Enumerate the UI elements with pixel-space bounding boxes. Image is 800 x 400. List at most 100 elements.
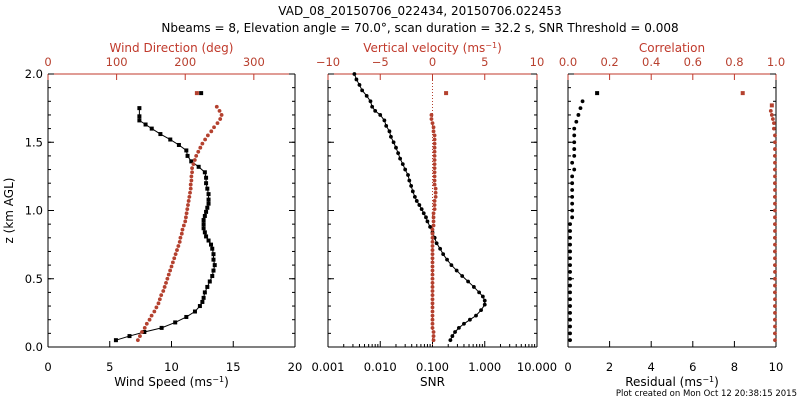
correlation-point [768, 108, 773, 113]
snr-point [454, 268, 459, 273]
snr-point [424, 215, 428, 220]
top-tick-label: −5 [372, 55, 389, 69]
snr-point [398, 156, 403, 161]
vertical-velocity-point [430, 285, 435, 289]
wind-speed-point [159, 325, 164, 330]
wind-direction-point [156, 301, 161, 306]
snr-point [357, 83, 362, 87]
vertical-velocity-point [430, 227, 435, 232]
wind-direction-point [164, 280, 168, 285]
residual-point [568, 270, 572, 274]
wind-direction-point [166, 272, 171, 277]
top-axis-title: Correlation [639, 41, 705, 55]
wind-speed-point [143, 122, 148, 127]
vertical-velocity-point [433, 194, 438, 199]
vertical-velocity-point [430, 239, 435, 244]
top-axis-title: Wind Direction (deg) [110, 41, 234, 55]
correlation-point [740, 91, 745, 96]
wind-speed-point [137, 106, 142, 111]
snr-point [412, 194, 417, 199]
bottom-tick-label: 8 [731, 360, 738, 374]
correlation-point [773, 317, 777, 322]
top-axis-title-sup: −1 [485, 41, 497, 50]
residual-point [570, 194, 575, 199]
y-tick-label: 0.5 [25, 272, 43, 286]
bottom-tick-label: 4 [648, 360, 655, 374]
wind-direction-point [140, 330, 144, 334]
bottom-axis-title-text: SNR [420, 375, 445, 389]
correlation-point [773, 297, 777, 302]
residual-point [568, 338, 572, 343]
residual-point [568, 317, 572, 322]
wind-direction-point [219, 113, 224, 117]
correlation-point [773, 147, 777, 151]
top-tick-label: 0.2 [600, 55, 618, 69]
residual-point [568, 235, 572, 240]
title-line-2: Nbeams = 8, Elevation angle = 70.0°, sca… [161, 21, 678, 35]
wind-speed-point [196, 164, 201, 169]
correlation-point [773, 310, 777, 315]
vertical-velocity-point [432, 207, 437, 212]
residual-point [570, 181, 575, 186]
correlation-point [773, 263, 777, 267]
wind-speed-point [142, 329, 147, 334]
wind-speed-point [202, 213, 207, 218]
residual-point [580, 99, 585, 104]
residual-point [568, 256, 572, 261]
correlation-point [773, 290, 777, 295]
residual-point [570, 208, 575, 213]
bottom-tick-label: 15 [226, 360, 241, 374]
residual-point [570, 160, 575, 165]
title-line-1: VAD_08_20150706_022434, 20150706.022453 [278, 4, 561, 18]
snr-point [378, 113, 383, 117]
bottom-tick-label: 0.100 [416, 360, 449, 374]
bottom-axis-title: Wind Speed (ms−1) [114, 375, 229, 390]
top-axis-title: Vertical velocity (ms−1) [363, 41, 502, 56]
top-tick-label: 0.4 [642, 55, 660, 69]
snr-point [445, 257, 449, 262]
wind-direction-point [190, 166, 194, 171]
snr-point [468, 317, 472, 322]
y-tick-label: 0.0 [25, 340, 43, 354]
snr-point [419, 207, 424, 212]
wind-direction-point [205, 133, 210, 138]
vertical-velocity-point [430, 305, 435, 310]
correlation-point [773, 256, 777, 261]
wind-speed-point [173, 320, 178, 325]
correlation-point [773, 133, 777, 138]
wind-direction-point [215, 121, 220, 126]
bottom-tick-label: 10.000 [517, 360, 557, 374]
snr-point [391, 140, 396, 145]
vertical-velocity-point [430, 268, 435, 273]
vertical-velocity-point [432, 178, 437, 183]
wind-speed-point [185, 153, 190, 158]
vertical-velocity-point [430, 121, 435, 126]
snr-point [360, 88, 365, 93]
residual-point [572, 133, 577, 138]
wind-speed-point [201, 218, 206, 223]
wind-direction-point [188, 186, 193, 191]
snr-point [448, 338, 453, 343]
top-tick-label: 200 [174, 55, 196, 69]
correlation-point [772, 126, 776, 131]
snr-point [438, 246, 443, 251]
wind-speed-point [205, 205, 210, 210]
wind-direction-point [186, 203, 190, 207]
wind-speed-point [212, 263, 217, 268]
top-tick-label: 0.8 [725, 55, 743, 69]
snr-point [482, 302, 487, 307]
snr-point [414, 199, 419, 203]
residual-point [572, 147, 577, 151]
vertical-velocity-point [432, 162, 437, 166]
top-tick-label: 10 [530, 55, 545, 69]
wind-direction-point [159, 293, 164, 298]
wind-direction-point [162, 285, 167, 289]
snr-point [456, 325, 461, 330]
correlation-point [773, 270, 777, 274]
wind-speed-point [184, 314, 189, 319]
correlation-point [773, 215, 777, 220]
snr-point [434, 241, 439, 246]
correlation-point [773, 324, 777, 329]
residual-point [568, 276, 572, 281]
